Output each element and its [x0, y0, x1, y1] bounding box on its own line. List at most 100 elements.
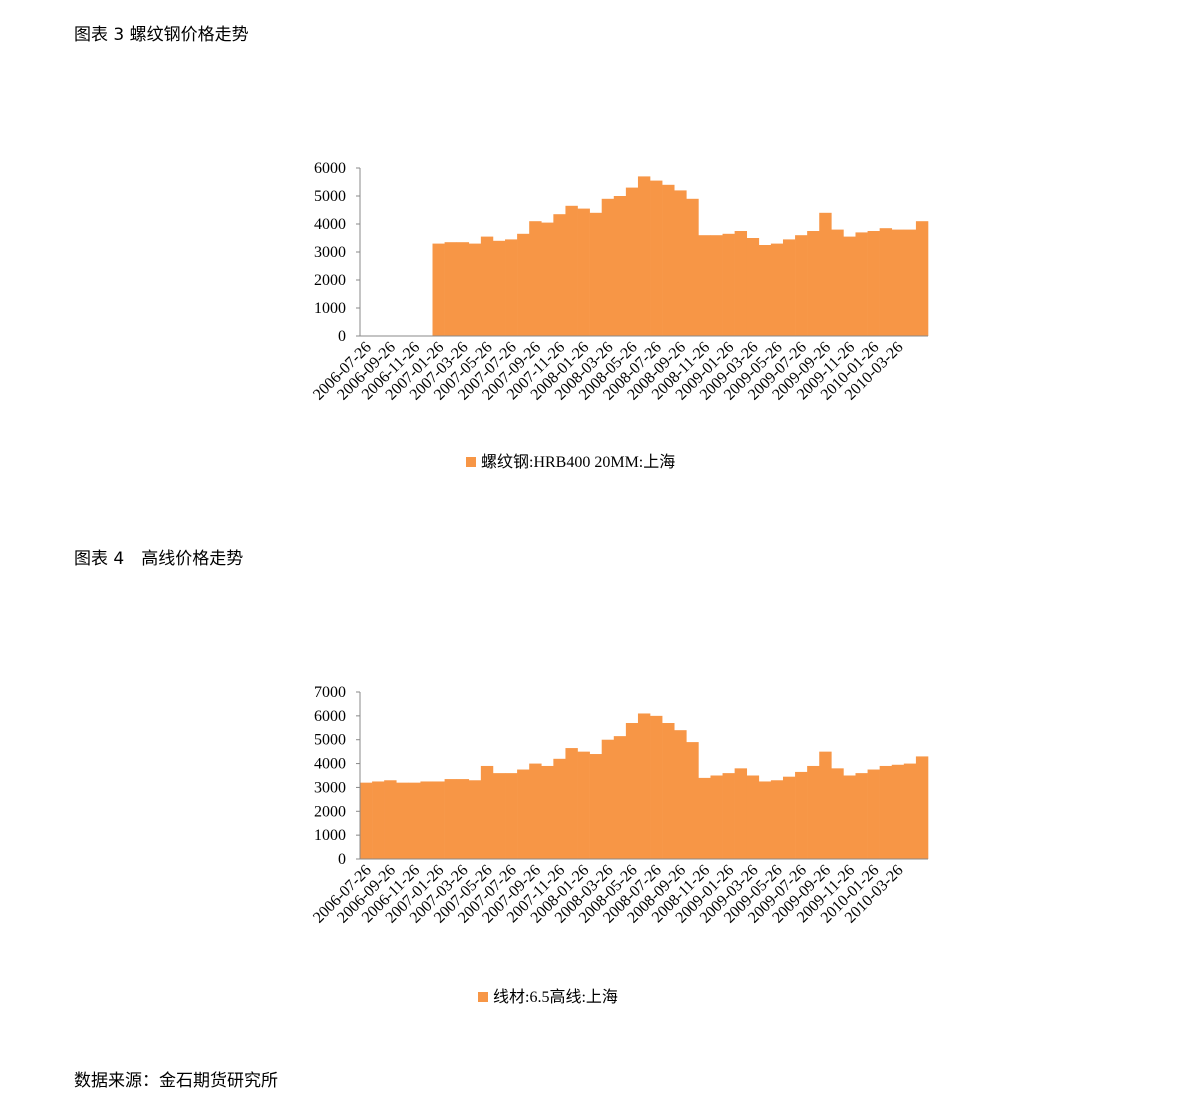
- bar: [456, 242, 470, 336]
- bar: [650, 180, 663, 336]
- bar: [782, 776, 796, 859]
- y-tick-label: 2000: [314, 803, 346, 820]
- figure-caption: 图表 4 高线价格走势: [74, 549, 244, 569]
- bar: [444, 779, 457, 859]
- bar: [867, 769, 880, 859]
- bar: [915, 221, 929, 336]
- bar: [650, 715, 663, 859]
- legend: 螺纹钢:HRB400 20MM:上海: [466, 451, 686, 474]
- bar: [468, 780, 482, 859]
- y-tick-label: 0: [338, 851, 346, 868]
- y-tick-label: 4000: [314, 756, 346, 773]
- bar: [517, 233, 530, 336]
- bar: [686, 742, 699, 859]
- y-tick-label: 7000: [314, 684, 346, 701]
- bar: [734, 768, 748, 859]
- y-tick-label: 3000: [314, 244, 346, 261]
- bar: [807, 231, 820, 336]
- bar: [432, 781, 445, 859]
- bar: [577, 208, 590, 336]
- bar: [770, 243, 784, 336]
- bar: [360, 782, 373, 859]
- bar: [601, 739, 615, 859]
- y-tick-label: 6000: [314, 708, 346, 725]
- bar: [674, 190, 687, 336]
- bar: [819, 751, 832, 859]
- legend-swatch: [478, 992, 488, 1002]
- bar: [637, 176, 651, 336]
- bar: [746, 238, 760, 336]
- bar: [686, 198, 699, 336]
- source-note: 数据来源：金石期货研究所: [74, 1071, 278, 1090]
- bar: [855, 232, 868, 336]
- bar: [613, 196, 627, 336]
- legend-swatch: [466, 457, 476, 467]
- bar: [517, 769, 530, 859]
- legend-label: 螺纹钢:HRB400 20MM:上海: [481, 454, 676, 471]
- bar: [541, 765, 554, 859]
- bar: [674, 730, 687, 859]
- bar: [625, 187, 639, 336]
- bar: [915, 756, 929, 859]
- bar: [867, 231, 880, 336]
- bar: [589, 212, 603, 336]
- bar: [541, 222, 554, 336]
- bar: [698, 235, 711, 336]
- bar: [553, 758, 566, 859]
- bar: [795, 771, 808, 859]
- bar: [553, 214, 566, 336]
- bar: [662, 184, 675, 336]
- bar: [529, 221, 542, 336]
- bar: [468, 243, 482, 336]
- bar: [891, 764, 905, 859]
- bar: [746, 775, 760, 859]
- y-tick-label: 4000: [314, 216, 346, 233]
- bar: [577, 751, 590, 859]
- bar: [529, 763, 542, 859]
- bar: [843, 775, 856, 859]
- bar: [698, 777, 711, 859]
- bar: [879, 228, 893, 336]
- bar: [758, 781, 772, 859]
- bar: [855, 773, 868, 859]
- legend: 线材:6.5高线:上海: [478, 986, 738, 1009]
- bar: [734, 231, 748, 336]
- bar: [408, 782, 421, 859]
- y-tick-label: 5000: [314, 732, 346, 749]
- figure-caption: 图表 3 螺纹钢价格走势: [74, 25, 249, 45]
- bar: [879, 765, 893, 859]
- y-tick-label: 3000: [314, 779, 346, 796]
- bar: [456, 779, 470, 859]
- bar: [903, 229, 917, 336]
- bar: [819, 212, 832, 336]
- bar: [601, 198, 615, 336]
- bar: [480, 236, 494, 336]
- bar: [758, 245, 772, 336]
- bar: [613, 736, 627, 859]
- bar: [710, 775, 723, 859]
- bar: [637, 713, 651, 859]
- bar: [384, 780, 397, 859]
- bar: [770, 780, 784, 859]
- legend-label: 线材:6.5高线:上海: [493, 989, 618, 1006]
- bar: [831, 229, 844, 336]
- bar: [492, 240, 506, 336]
- bar: [625, 723, 639, 859]
- y-tick-label: 2000: [314, 272, 346, 289]
- y-tick-label: 0: [338, 328, 346, 345]
- bar: [589, 754, 603, 859]
- bar: [420, 781, 433, 859]
- bar: [396, 782, 409, 859]
- bar: [795, 235, 808, 336]
- bar: [432, 243, 445, 336]
- bar: [565, 205, 578, 336]
- bar: [492, 773, 506, 859]
- bar: [903, 763, 917, 859]
- y-tick-label: 6000: [314, 160, 346, 177]
- bar: [444, 242, 457, 336]
- bar: [891, 229, 905, 336]
- bar: [505, 239, 518, 336]
- bar: [710, 235, 723, 336]
